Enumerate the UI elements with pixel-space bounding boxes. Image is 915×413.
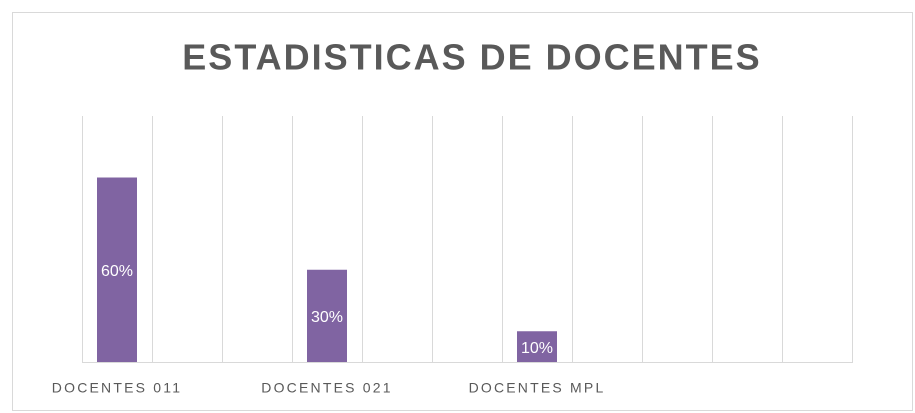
- chart-title: ESTADISTICAS DE DOCENTES: [182, 37, 761, 78]
- x-tick-label: DOCENTES 021: [261, 380, 392, 396]
- vertical-gridlines: [82, 116, 853, 362]
- data-label: 60%: [101, 263, 133, 280]
- x-tick-label: DOCENTES 011: [52, 380, 182, 396]
- bar: [97, 177, 137, 362]
- data-label: 10%: [521, 340, 553, 357]
- bar: [307, 269, 347, 362]
- chart-border: [12, 12, 913, 411]
- data-label: 30%: [311, 309, 343, 326]
- bar: [517, 331, 557, 362]
- x-tick-label: DOCENTES MPL: [469, 380, 606, 396]
